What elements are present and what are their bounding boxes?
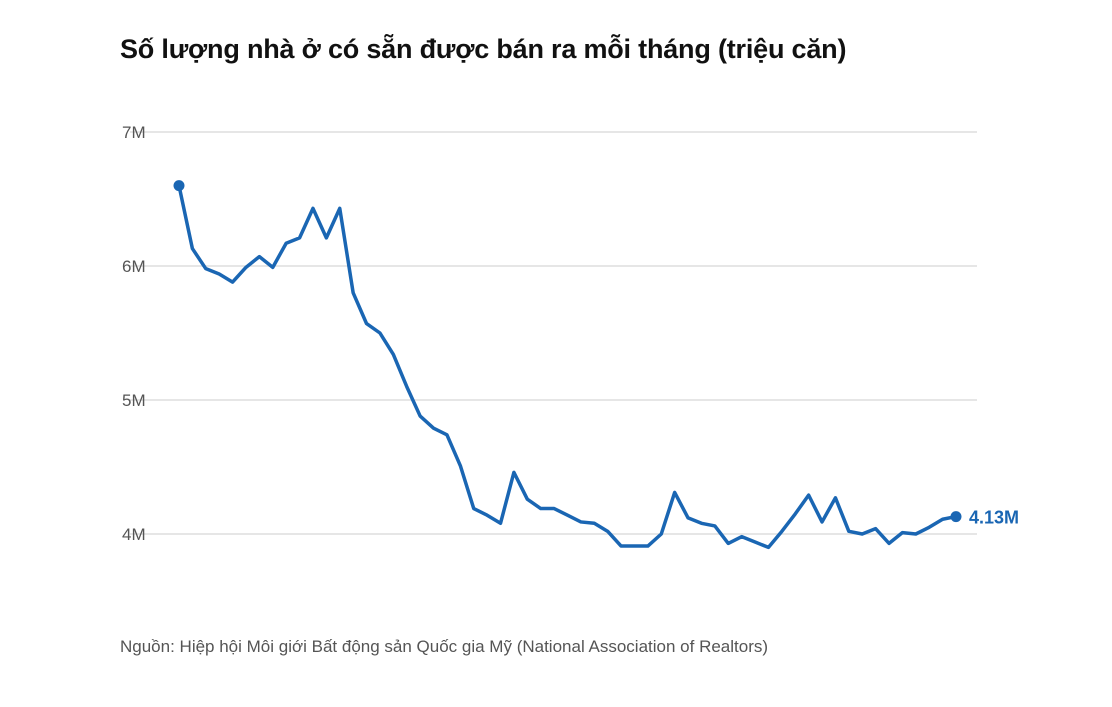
y-tick-label: 5M <box>122 391 146 410</box>
data-point <box>173 180 185 192</box>
y-tick-label: 4M <box>122 525 146 544</box>
source-note: Nguồn: Hiệp hội Môi giới Bất động sản Qu… <box>120 637 769 656</box>
y-tick-label: 7M <box>122 123 146 142</box>
series-line <box>177 185 957 550</box>
data-point <box>950 511 962 523</box>
y-tick-label: 6M <box>122 257 146 276</box>
end-value-label: 4.13M <box>969 508 1019 528</box>
chart-title: Số lượng nhà ở có sẵn được bán ra mỗi th… <box>120 34 847 64</box>
